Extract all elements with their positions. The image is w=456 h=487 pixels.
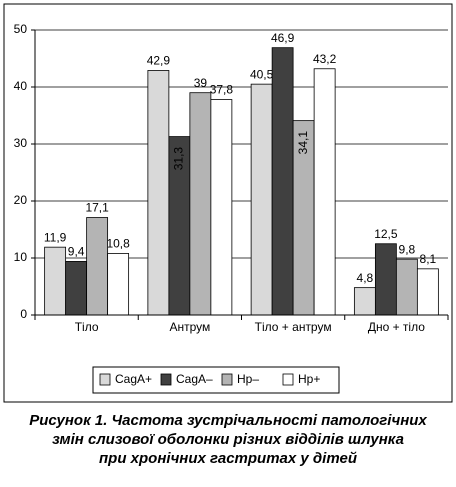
data-label: 17,1: [85, 201, 109, 215]
bar: [374, 243, 397, 316]
caption: змін слизової оболонки різних відділів ш…: [52, 431, 404, 448]
data-label: 12,5: [374, 227, 398, 241]
chart-frame: [3, 3, 453, 403]
bar: [250, 83, 273, 316]
bar: [189, 92, 212, 316]
x-tick-label: Тіло + антрум: [255, 320, 332, 334]
bar: [313, 68, 336, 316]
data-label: 4,8: [357, 271, 374, 285]
data-label: 43,2: [313, 52, 337, 66]
caption: при хронічних гастритах у дітей: [99, 450, 357, 467]
bar: [395, 258, 418, 316]
data-label: 9,4: [68, 245, 85, 259]
bar: [107, 253, 130, 316]
legend-swatch: [99, 373, 111, 386]
bar: [210, 99, 233, 316]
data-label: 10,8: [106, 237, 130, 251]
bar: [271, 47, 294, 316]
x-tick-label: Дно + тіло: [368, 320, 425, 334]
legend-swatch: [221, 373, 233, 386]
bar: [86, 217, 109, 316]
y-tick-label: 0: [20, 307, 27, 321]
data-label: 31,3: [172, 147, 186, 171]
bar: [416, 268, 439, 316]
data-label: 39: [194, 76, 208, 90]
legend-label: Hp+: [298, 372, 320, 386]
x-tick-label: Тіло: [75, 320, 99, 334]
legend-label: Hp–: [237, 372, 259, 386]
data-label: 9,8: [399, 242, 416, 256]
bar: [147, 70, 170, 316]
data-label: 8,1: [420, 252, 437, 266]
legend-label: CagA–: [176, 372, 213, 386]
bar: [65, 261, 88, 316]
y-tick-label: 50: [14, 22, 28, 36]
bar: [353, 287, 376, 316]
bar: [44, 246, 67, 316]
data-label: 11,9: [44, 230, 67, 244]
data-label: 46,9: [271, 31, 295, 45]
data-label: 42,9: [147, 54, 171, 68]
y-tick-label: 40: [14, 79, 28, 93]
x-tick-label: Антрум: [169, 320, 210, 334]
data-label: 40,5: [250, 67, 274, 81]
caption: Рисунок 1. Частота зустрічальності патол…: [29, 412, 427, 429]
y-tick-label: 30: [14, 136, 28, 150]
legend-label: CagA+: [115, 372, 152, 386]
legend-swatch: [282, 373, 294, 386]
y-tick-label: 20: [14, 193, 28, 207]
data-label: 34,1: [296, 131, 310, 155]
y-tick-label: 10: [14, 250, 28, 264]
legend-swatch: [160, 373, 172, 386]
data-label: 37,8: [210, 83, 234, 97]
legend-box: [92, 366, 340, 394]
